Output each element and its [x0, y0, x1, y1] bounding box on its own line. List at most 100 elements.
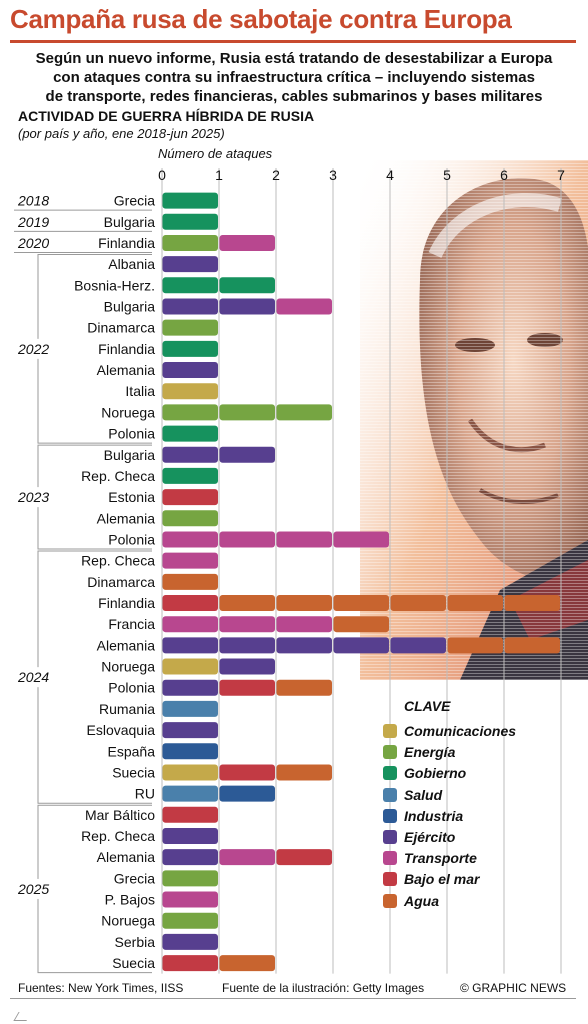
attack-bar: [276, 595, 332, 612]
attack-bar: [276, 531, 332, 548]
x-tick-label: 4: [386, 167, 394, 183]
year-label-backing: [14, 487, 60, 508]
attack-bar: [162, 764, 218, 781]
chart-row: Noruega: [101, 912, 218, 929]
country-label: Polonia: [108, 426, 155, 442]
legend-swatch: [383, 808, 397, 823]
chart-rows: Grecia Bulgaria Finlandia Albania Bosnia-Her…: [74, 192, 560, 972]
country-label: Bosnia-Herz.: [74, 277, 155, 293]
country-label: Serbia: [115, 934, 156, 950]
attack-bar: [162, 955, 218, 972]
country-label: Italia: [125, 383, 155, 399]
legend-swatch: [383, 766, 397, 781]
country-label: Suecia: [112, 764, 155, 780]
chart-row: Suecia: [112, 955, 275, 972]
country-label: Rep. Checa: [81, 468, 155, 484]
chart-row: Bulgaria: [104, 298, 332, 315]
attack-bar: [276, 637, 332, 654]
legend-item: Gobierno: [383, 763, 516, 784]
attack-bar: [162, 700, 218, 717]
attack-bar: [219, 955, 275, 972]
attack-bar: [162, 383, 218, 400]
legend-swatch: [383, 829, 397, 844]
attack-bar: [162, 446, 218, 463]
legend-label: Agua: [404, 892, 439, 909]
x-axis-ticks: 0 1 2 3 4 5 6 7: [158, 167, 565, 183]
footer-credit: © GRAPHIC NEWS: [460, 981, 567, 995]
chart-row: Estonia: [108, 489, 218, 506]
legend-label: Salud: [404, 786, 443, 803]
attack-bar: [447, 595, 503, 612]
attack-bar: [447, 637, 503, 654]
footer-pointer: [13, 1012, 32, 1021]
attack-bar: [219, 658, 275, 675]
attack-bar: [162, 340, 218, 357]
attack-bar: [219, 679, 275, 696]
attack-bar: [219, 616, 275, 633]
attack-bar: [219, 531, 275, 548]
legend-label: Transporte: [404, 850, 477, 867]
year-label: 2022: [17, 341, 49, 357]
year-label: 2019: [17, 214, 49, 230]
attack-bar: [162, 298, 218, 315]
attack-bar: [333, 616, 389, 633]
attack-bar: [390, 595, 446, 612]
attack-bar: [162, 425, 218, 442]
chart-row: RU: [135, 785, 275, 802]
country-label: Dinamarca: [87, 320, 155, 336]
country-label: Grecia: [114, 870, 155, 886]
legend: Comunicaciones Energía Gobierno Salud Indust…: [383, 721, 516, 912]
attack-bar: [162, 616, 218, 633]
chart-row: Polonia: [108, 531, 389, 548]
chart-row: Rep. Checa: [81, 827, 218, 844]
legend-label: Comunicaciones: [404, 723, 517, 739]
legend-item: Comunicaciones: [383, 721, 516, 742]
attack-bar: [504, 637, 560, 654]
country-label: Rumania: [99, 701, 155, 717]
attack-bar: [219, 234, 275, 251]
attack-bar: [162, 849, 218, 866]
attack-bar: [162, 933, 218, 950]
country-label: Noruega: [101, 404, 155, 420]
chart-row: Albania: [108, 256, 218, 273]
legend-item: Bajo el mar: [383, 869, 516, 890]
attack-bar: [162, 891, 218, 908]
attack-bar: [276, 616, 332, 633]
intro-line: de transporte, redes financieras, cables…: [45, 88, 543, 105]
attack-bar: [333, 637, 389, 654]
attack-bar: [162, 319, 218, 336]
country-label: Bulgaria: [104, 447, 156, 463]
chart-row: Grecia: [114, 870, 218, 887]
attack-bar: [219, 277, 275, 294]
country-label: Bulgaria: [104, 214, 156, 230]
country-label: Estonia: [108, 489, 155, 505]
chart-row: Dinamarca: [87, 573, 218, 590]
country-label: RU: [135, 786, 155, 802]
chart-row: Bulgaria: [104, 213, 218, 230]
country-label: Polonia: [108, 531, 155, 547]
chart-row: Rep. Checa: [81, 552, 218, 569]
year-label: 2020: [17, 235, 49, 251]
x-axis-label: Número de ataques: [158, 146, 273, 161]
attack-bar: [162, 531, 218, 548]
attack-bar: [276, 764, 332, 781]
chart-row: Suecia: [112, 764, 332, 781]
chart-row: Finlandia: [98, 340, 218, 357]
attack-bar: [276, 298, 332, 315]
attack-bar: [162, 912, 218, 929]
country-label: Dinamarca: [87, 574, 155, 590]
year-label-backing: [14, 338, 60, 359]
chart-row: Alemania: [97, 362, 218, 379]
legend-label: Energía: [404, 744, 456, 761]
attack-bar: [162, 256, 218, 273]
country-label: Eslovaquia: [87, 722, 156, 738]
chart-row: Bulgaria: [104, 446, 275, 463]
legend-item: Ejército: [383, 827, 516, 848]
country-label: Francia: [108, 616, 155, 632]
chart-row: Polonia: [108, 679, 332, 696]
country-label: Finlandia: [98, 341, 155, 357]
country-label: Bulgaria: [104, 298, 156, 314]
attack-bar: [162, 722, 218, 739]
country-label: España: [108, 743, 156, 759]
attack-bar: [504, 595, 560, 612]
